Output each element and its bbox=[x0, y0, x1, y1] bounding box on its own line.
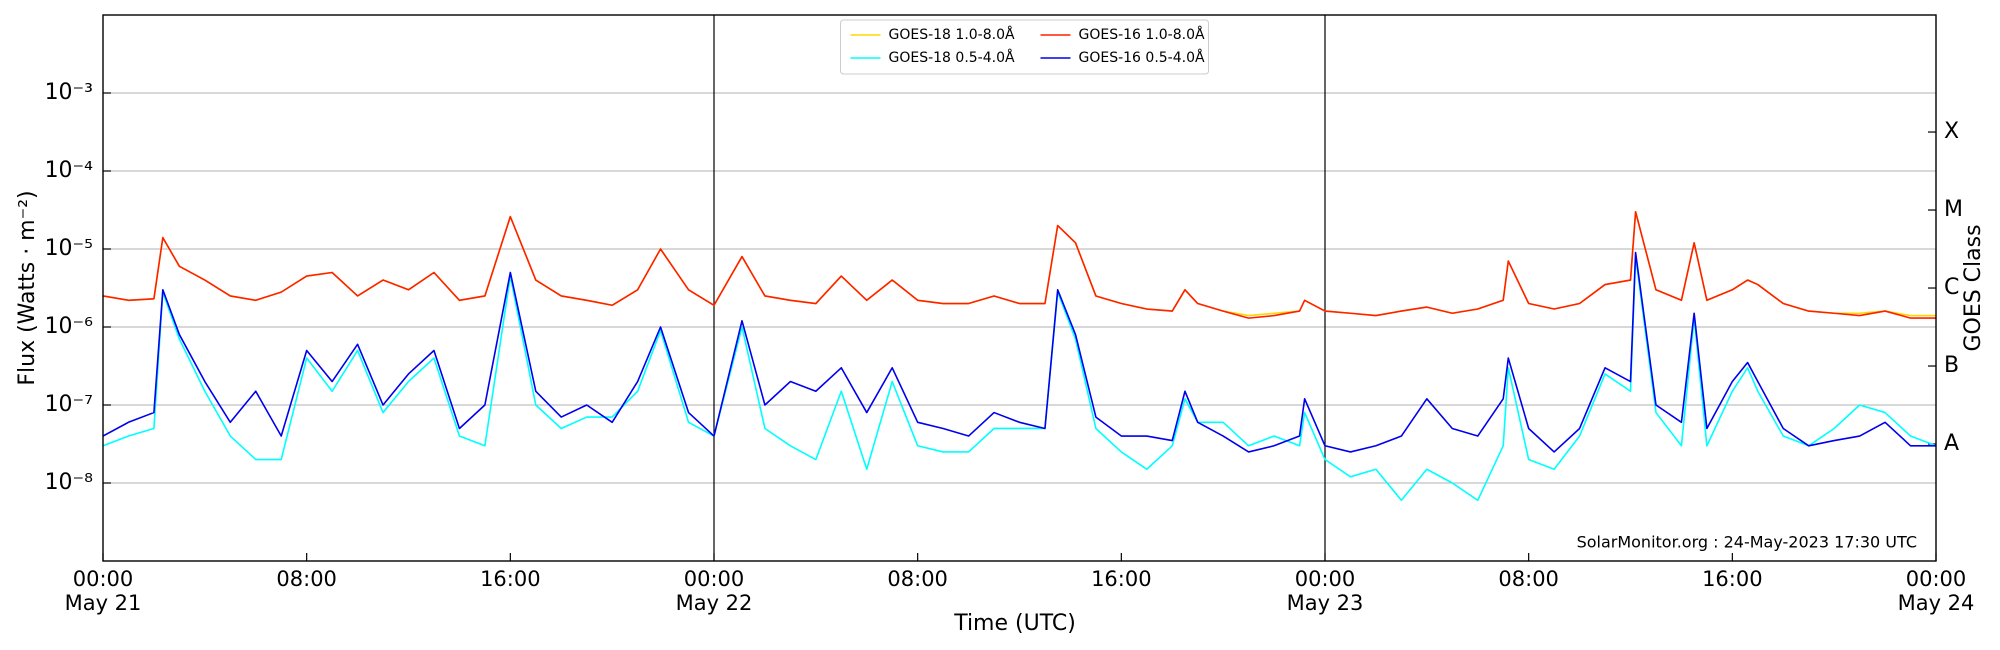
y-tick-label: 10⁻⁵ bbox=[45, 236, 93, 261]
y2-tick-label: B bbox=[1944, 353, 1959, 378]
x-axis-label: Time (UTC) bbox=[953, 611, 1076, 636]
y2-axis-label: GOES Class bbox=[1961, 224, 1986, 351]
y-tick-label: 10⁻⁴ bbox=[45, 158, 94, 183]
legend-label: GOES-16 1.0-8.0Å bbox=[1079, 26, 1205, 43]
x-tick-label: 08:00 bbox=[887, 567, 948, 591]
x-tick-label: 00:00 May 23 bbox=[1286, 567, 1364, 615]
series-line bbox=[103, 251, 1936, 453]
x-tick-label: 00:00 May 24 bbox=[1897, 567, 1975, 615]
x-tick-label: 00:00 May 22 bbox=[675, 567, 753, 615]
legend-box bbox=[840, 19, 1209, 75]
y-tick-label: 10⁻⁶ bbox=[45, 314, 94, 339]
y2-tick-label: A bbox=[1944, 431, 1959, 456]
y-tick-label: 10⁻⁸ bbox=[45, 470, 94, 495]
legend-label: GOES-18 1.0-8.0Å bbox=[889, 26, 1015, 43]
annotation: SolarMonitor.org : 24-May-2023 17:30 UTC bbox=[1577, 533, 1917, 552]
legend-label: GOES-16 0.5-4.0Å bbox=[1079, 49, 1205, 66]
y-tick-label: 10⁻³ bbox=[45, 80, 93, 105]
y-axis-label: Flux (Watts · m⁻²) bbox=[15, 190, 40, 385]
series-line bbox=[103, 255, 1936, 502]
x-tick-label: 16:00 bbox=[480, 567, 541, 591]
y2-tick-label: M bbox=[1944, 197, 1963, 222]
series-line bbox=[103, 210, 1936, 317]
plot-frame bbox=[102, 14, 1937, 562]
y-tick-label: 10⁻⁷ bbox=[45, 392, 93, 417]
legend-label: GOES-18 0.5-4.0Å bbox=[889, 49, 1015, 66]
x-tick-label: 08:00 bbox=[1498, 567, 1559, 591]
series-line bbox=[103, 210, 1936, 319]
x-tick-label: 16:00 bbox=[1702, 567, 1763, 591]
x-tick-label: 16:00 bbox=[1091, 567, 1152, 591]
y2-tick-label: X bbox=[1944, 119, 1959, 144]
y2-tick-label: C bbox=[1944, 275, 1959, 300]
x-tick-label: 08:00 bbox=[276, 567, 337, 591]
x-tick-label: 00:00 May 21 bbox=[64, 567, 142, 615]
